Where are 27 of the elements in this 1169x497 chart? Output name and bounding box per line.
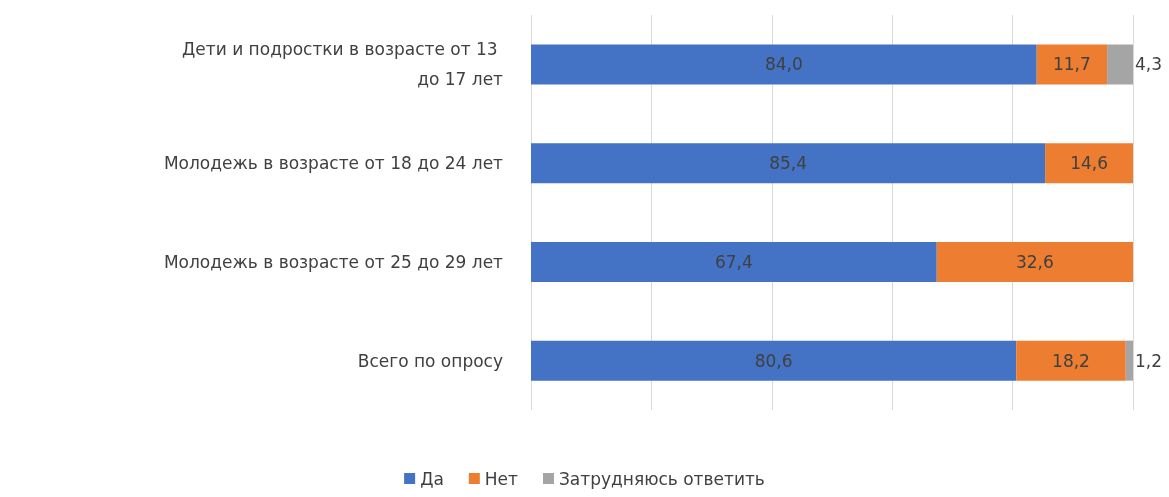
y-tick-label: Молодежь в возрасте от 25 до 29 лет	[163, 251, 504, 272]
y-tick-label: Всего по опросу	[357, 350, 503, 371]
data-label: 67,4	[714, 251, 753, 272]
bar	[531, 241, 937, 282]
data-label: 85,4	[769, 153, 807, 174]
legend-label: Да	[420, 468, 444, 489]
bar	[1016, 340, 1126, 381]
data-label: 11,7	[1052, 54, 1091, 75]
legend-label: Затрудняюсь ответить	[558, 468, 765, 489]
bar	[531, 340, 1017, 381]
bar	[531, 143, 1046, 184]
y-tick-label: Молодежь в возрасте от 18 до 24 лет	[163, 153, 504, 174]
data-label: 84,0	[764, 54, 803, 75]
bar	[936, 241, 1133, 282]
bar	[1125, 340, 1133, 381]
legend-label: Нет	[484, 468, 519, 489]
bar	[1045, 143, 1133, 184]
data-label: 18,2	[1052, 350, 1090, 371]
bar	[531, 44, 1037, 85]
data-label: 4,3	[1135, 54, 1163, 75]
bar	[1036, 44, 1108, 85]
data-label: 14,6	[1070, 153, 1108, 174]
bar	[1107, 44, 1133, 85]
data-label: 32,6	[1015, 251, 1054, 272]
data-label: 1,2	[1135, 350, 1163, 371]
data-label: 80,6	[754, 350, 793, 371]
y-tick-label: Дети и подростки в возрасте от 13 до 17 лет	[182, 39, 504, 90]
